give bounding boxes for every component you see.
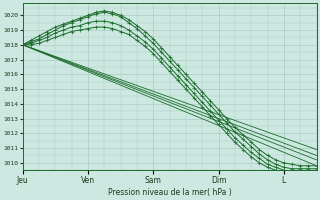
X-axis label: Pression niveau de la mer( hPa ): Pression niveau de la mer( hPa ) <box>108 188 231 197</box>
